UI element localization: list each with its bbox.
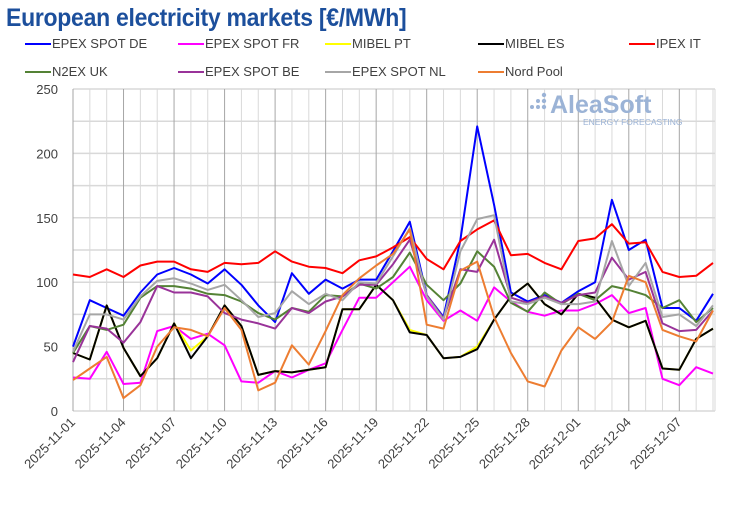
legend-item: EPEX SPOT FR <box>178 36 299 51</box>
series-line-ipex-it <box>72 219 714 278</box>
logo-dots-icon <box>530 92 547 110</box>
series-line-epex-spot-de <box>72 125 714 347</box>
series-line-n2ex-uk <box>72 250 714 354</box>
x-tick-label: 2025-12-04 <box>576 415 634 473</box>
logo-name: AleaSoft <box>550 91 652 119</box>
x-axis: 2025-11-012025-11-042025-11-072025-11-10… <box>21 415 684 473</box>
x-tick-label: 2025-12-07 <box>627 415 685 473</box>
logo-tagline: ENERGY FORECASTING <box>583 117 683 127</box>
legend-item: MIBEL PT <box>325 36 411 51</box>
x-tick-label: 2025-11-07 <box>122 415 179 472</box>
x-tick-label: 2025-11-19 <box>324 415 381 472</box>
series-line-mibel-es <box>72 282 714 378</box>
legend-item: EPEX SPOT NL <box>325 64 446 79</box>
legend-swatch <box>325 42 351 45</box>
legend-label: MIBEL PT <box>352 36 411 51</box>
legend-label: EPEX SPOT BE <box>205 64 300 79</box>
x-tick-label: 2025-11-13 <box>223 415 280 472</box>
y-axis: 0 50 100 150 200 250 <box>36 82 58 419</box>
legend-swatch <box>478 70 504 73</box>
x-tick-label: 2025-11-10 <box>173 415 230 472</box>
y-tick-label: 250 <box>36 82 58 97</box>
legend-swatch <box>178 42 204 45</box>
x-tick-label: 2025-12-01 <box>526 415 584 473</box>
legend-item: IPEX IT <box>629 36 701 51</box>
legend-label: EPEX SPOT FR <box>205 36 300 51</box>
x-tick-label: 2025-11-22 <box>375 415 432 472</box>
series-line-epex-spot-fr <box>72 265 714 387</box>
x-tick-label: 2025-11-16 <box>274 415 331 472</box>
legend-label: IPEX IT <box>656 36 701 51</box>
x-tick-label: 2025-11-04 <box>72 415 129 472</box>
y-tick-label: 100 <box>36 275 58 290</box>
legend-label: Nord Pool <box>505 64 563 79</box>
legend-label: N2EX UK <box>52 64 108 79</box>
series-line-nord-pool <box>72 228 714 400</box>
legend-label: MIBEL ES <box>505 36 565 51</box>
y-tick-label: 0 <box>51 404 58 419</box>
legend-item: EPEX SPOT DE <box>25 36 147 51</box>
series-line-epex-spot-be <box>72 238 714 363</box>
series-line-epex-spot-nl <box>72 214 714 353</box>
legend-item: MIBEL ES <box>478 36 564 51</box>
legend-swatch <box>25 70 51 73</box>
legend-swatch <box>325 70 351 73</box>
y-tick-label: 200 <box>36 146 58 161</box>
legend-swatch <box>478 42 504 45</box>
legend-item: EPEX SPOT BE <box>178 64 299 79</box>
x-tick-label: 2025-11-28 <box>476 415 533 472</box>
series-lines <box>72 125 714 400</box>
aleasoft-logo: AleaSoft ENERGY FORECASTING <box>530 91 683 127</box>
legend-swatch <box>178 70 204 73</box>
x-tick-label: 2025-11-01 <box>21 415 78 472</box>
legend-item: N2EX UK <box>25 64 108 79</box>
legend-label: EPEX SPOT DE <box>52 36 148 51</box>
x-tick-label: 2025-11-25 <box>425 415 482 472</box>
legend-swatch <box>25 42 51 45</box>
legend-label: EPEX SPOT NL <box>352 64 446 79</box>
y-tick-label: 50 <box>44 340 58 355</box>
chart-title: European electricity markets [€/MWh] <box>6 4 407 32</box>
legend-item: Nord Pool <box>478 64 563 79</box>
legend-swatch <box>629 42 655 45</box>
y-tick-label: 150 <box>36 211 58 226</box>
